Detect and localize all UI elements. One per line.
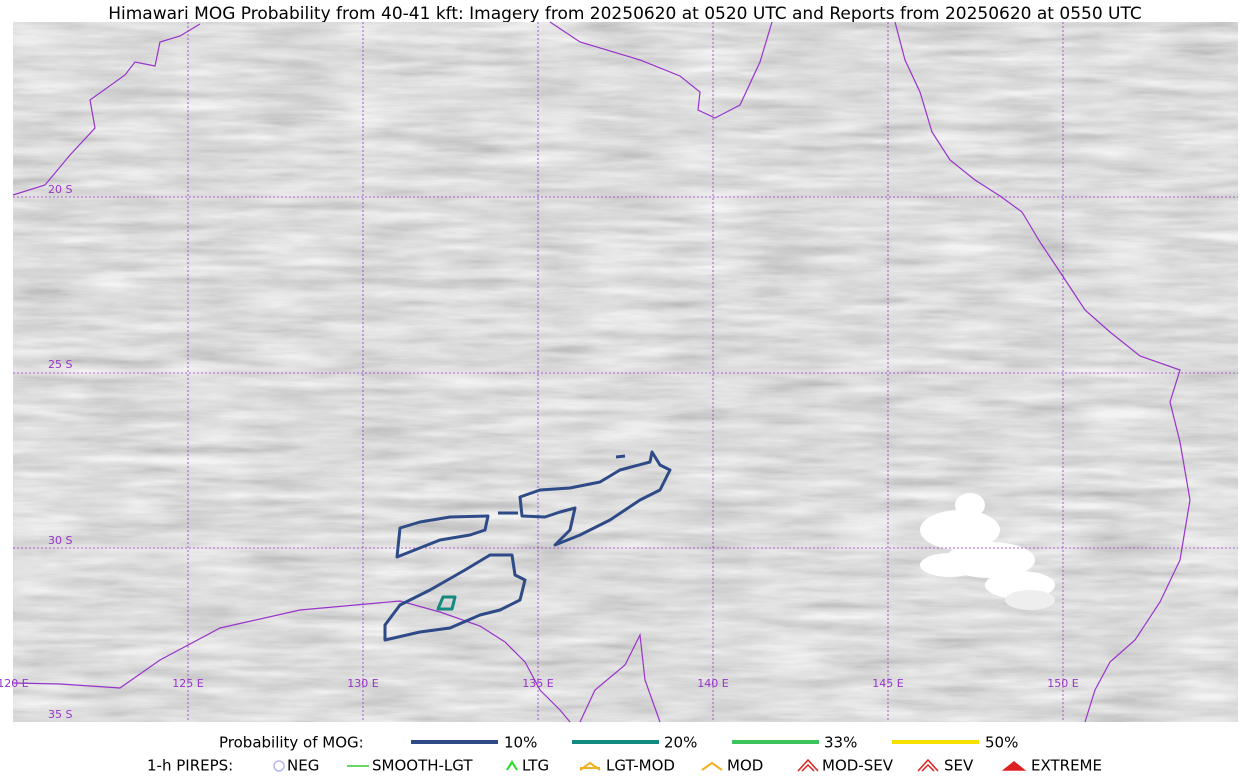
pirep-icon bbox=[579, 761, 601, 771]
contour-10pct bbox=[395, 514, 490, 559]
storm-tops bbox=[920, 493, 1055, 610]
legend-label: 20% bbox=[664, 734, 697, 752]
lat-label: 25 S bbox=[48, 358, 72, 371]
pirep-icon bbox=[273, 760, 285, 772]
pirep-icon bbox=[1001, 761, 1027, 771]
imagery-texture bbox=[13, 22, 1238, 722]
legend-label: EXTREME bbox=[1031, 757, 1102, 775]
pirep-icon bbox=[917, 758, 939, 772]
legend-pireps: 1-h PIREPS: NEG SMOOTH-LGT LTG LGT-MOD M… bbox=[147, 757, 1102, 775]
lon-label: 130 E bbox=[347, 677, 378, 690]
legend-label: NEG bbox=[287, 757, 319, 775]
contour-20pct bbox=[436, 595, 457, 611]
legend-title: 1-h PIREPS: bbox=[147, 757, 233, 775]
legend-label: 10% bbox=[504, 734, 537, 752]
lon-label: 150 E bbox=[1047, 677, 1078, 690]
legend-label: SMOOTH-LGT bbox=[372, 757, 473, 775]
lon-label: 145 E bbox=[872, 677, 903, 690]
contour-10pct bbox=[498, 450, 672, 547]
legend-label: MOD-SEV bbox=[822, 757, 894, 775]
lat-label: 20 S bbox=[48, 183, 72, 196]
lon-label: 135 E bbox=[522, 677, 553, 690]
lon-label: 140 E bbox=[697, 677, 728, 690]
contour-10pct bbox=[383, 553, 527, 642]
legend-probability: Probability of MOG: 10% 20% 33% 50% bbox=[219, 734, 1018, 752]
lat-label: 30 S bbox=[48, 534, 72, 547]
pirep-icon bbox=[797, 758, 819, 772]
map: 20 S 25 S 30 S 35 S 120 E 125 E 130 E 13… bbox=[0, 21, 1238, 723]
legend-label: 50% bbox=[985, 734, 1018, 752]
legend-label: SEV bbox=[944, 757, 974, 775]
pirep-icon bbox=[506, 760, 518, 771]
legend-label: LTG bbox=[522, 757, 549, 775]
lon-label: 125 E bbox=[172, 677, 203, 690]
title: Himawari MOG Probability from 40-41 kft:… bbox=[108, 4, 1142, 24]
legend-label: 33% bbox=[824, 734, 857, 752]
lon-label: 120 E bbox=[0, 677, 29, 690]
graticule bbox=[13, 22, 1238, 722]
legend-label: MOD bbox=[727, 757, 763, 775]
legend-label: LGT-MOD bbox=[606, 757, 675, 775]
coastlines bbox=[12, 21, 1191, 723]
pirep-icon bbox=[701, 761, 723, 771]
mog-contours bbox=[383, 450, 672, 642]
lat-label: 35 S bbox=[48, 708, 72, 721]
legend-title: Probability of MOG: bbox=[219, 734, 364, 752]
